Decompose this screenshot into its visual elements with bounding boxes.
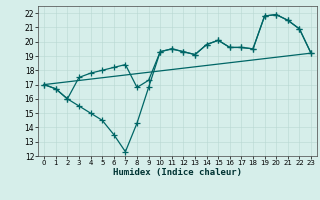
X-axis label: Humidex (Indice chaleur): Humidex (Indice chaleur) xyxy=(113,168,242,177)
